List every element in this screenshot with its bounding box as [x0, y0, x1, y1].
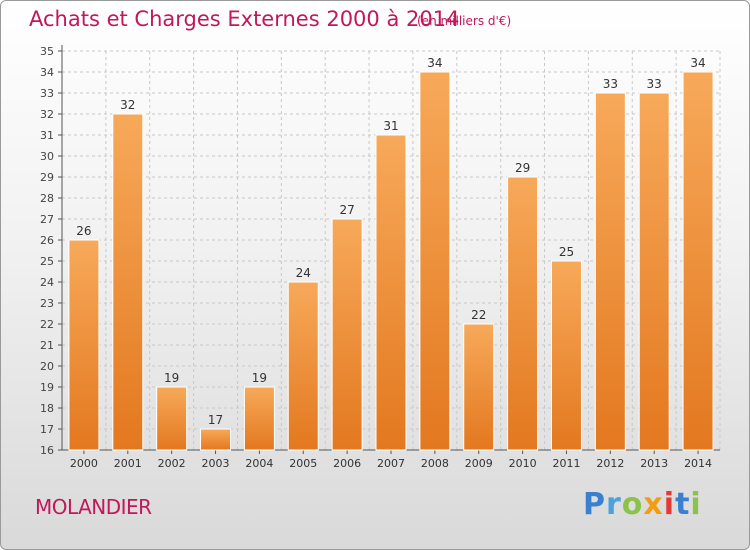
bar [112, 113, 144, 451]
bar [463, 323, 495, 451]
y-tick-label: 23 [40, 297, 54, 310]
y-tick-label: 27 [40, 213, 54, 226]
y-tick-label: 21 [40, 339, 54, 352]
y-tick-label: 26 [40, 234, 54, 247]
bar [682, 71, 714, 451]
bar [68, 239, 100, 451]
y-tick-label: 24 [40, 276, 54, 289]
y-tick-label: 33 [40, 87, 54, 100]
bar [287, 281, 319, 451]
value-label-layer: 26 32 19 17 19 24 27 31 34 22 29 25 33 33 34 [76, 56, 705, 427]
value-label: 31 [383, 119, 398, 133]
x-tick-label: 2014 [684, 457, 712, 470]
y-tick-label: 22 [40, 318, 54, 331]
value-label: 26 [76, 224, 91, 238]
x-tick-label: 2002 [158, 457, 186, 470]
x-tick-label: 2000 [70, 457, 98, 470]
y-tick-label: 16 [40, 444, 54, 457]
value-label: 25 [559, 245, 574, 259]
commune-name: MOLANDIER [35, 495, 152, 519]
x-tick-label: 2009 [465, 457, 493, 470]
x-tick-label: 2011 [552, 457, 580, 470]
bar [156, 386, 188, 451]
x-tick-label: 2005 [289, 457, 317, 470]
value-label: 34 [427, 56, 442, 70]
chart-title: Achats et Charges Externes 2000 à 2014 [29, 7, 460, 31]
bar [419, 71, 451, 451]
x-tick-label: 2010 [509, 457, 537, 470]
y-tick-label: 19 [40, 381, 54, 394]
value-label: 32 [120, 98, 135, 112]
x-tick-label: 2007 [377, 457, 405, 470]
y-tick-label: 30 [40, 150, 54, 163]
bar [243, 386, 275, 451]
value-label: 33 [603, 77, 618, 91]
bar [200, 428, 232, 451]
bar [594, 92, 626, 451]
value-label: 29 [515, 161, 530, 175]
value-label: 34 [690, 56, 705, 70]
bar [375, 134, 407, 451]
y-tick-label: 32 [40, 108, 54, 121]
y-tick-label: 28 [40, 192, 54, 205]
y-tick-label: 25 [40, 255, 54, 268]
y-tick-label: 34 [40, 66, 54, 79]
y-tick-label: 18 [40, 402, 54, 415]
x-tick-label: 2013 [640, 457, 668, 470]
bar [331, 218, 363, 451]
value-label: 33 [647, 77, 662, 91]
value-label: 19 [252, 371, 267, 385]
x-tick-label: 2008 [421, 457, 449, 470]
bar-layer [68, 71, 714, 451]
y-tick-label: 20 [40, 360, 54, 373]
y-tick-label: 29 [40, 171, 54, 184]
value-label: 22 [471, 308, 486, 322]
x-tick-label: 2012 [596, 457, 624, 470]
value-label: 17 [208, 413, 223, 427]
value-label: 24 [296, 266, 311, 280]
x-tick-label: 2004 [245, 457, 273, 470]
bar [638, 92, 670, 451]
x-tick-label: 2003 [202, 457, 230, 470]
y-tick-label: 31 [40, 129, 54, 142]
proxiti-logo: Proxiti [583, 487, 702, 522]
chart-subtitle: (en milliers d'€) [417, 14, 512, 28]
bar [550, 260, 582, 451]
y-tick-label: 35 [40, 45, 54, 58]
value-label: 19 [164, 371, 179, 385]
x-tick-label: 2006 [333, 457, 361, 470]
x-tick-label: 2001 [114, 457, 142, 470]
value-label: 27 [339, 203, 354, 217]
bar [507, 176, 539, 451]
y-tick-label: 17 [40, 423, 54, 436]
